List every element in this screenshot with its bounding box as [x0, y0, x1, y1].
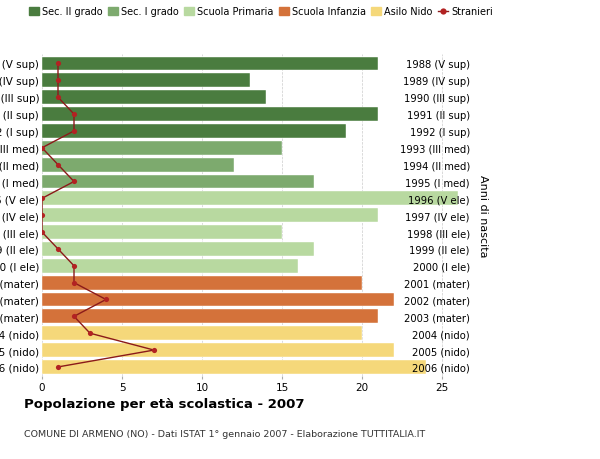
- Point: [69, 280, 79, 287]
- Point: [53, 61, 63, 68]
- Bar: [42, 57, 378, 71]
- Point: [85, 330, 95, 337]
- Y-axis label: Anni di nascita: Anni di nascita: [478, 174, 488, 257]
- Point: [53, 78, 63, 85]
- Bar: [42, 74, 250, 88]
- Bar: [42, 175, 314, 189]
- Bar: [42, 327, 362, 341]
- Point: [69, 128, 79, 135]
- Point: [69, 313, 79, 320]
- Point: [69, 263, 79, 270]
- Bar: [42, 343, 394, 357]
- Bar: [42, 259, 298, 273]
- Point: [37, 145, 47, 152]
- Bar: [42, 276, 362, 290]
- Bar: [42, 141, 282, 155]
- Point: [69, 179, 79, 186]
- Bar: [42, 209, 378, 223]
- Bar: [42, 226, 282, 240]
- Bar: [42, 192, 458, 206]
- Bar: [42, 125, 346, 139]
- Point: [149, 347, 159, 354]
- Bar: [42, 293, 394, 307]
- Legend: Sec. II grado, Sec. I grado, Scuola Primaria, Scuola Infanzia, Asilo Nido, Stran: Sec. II grado, Sec. I grado, Scuola Prim…: [29, 7, 493, 17]
- Point: [53, 364, 63, 371]
- Point: [69, 111, 79, 118]
- Point: [37, 212, 47, 219]
- Bar: [42, 158, 234, 172]
- Bar: [42, 310, 378, 324]
- Text: COMUNE DI ARMENO (NO) - Dati ISTAT 1° gennaio 2007 - Elaborazione TUTTITALIA.IT: COMUNE DI ARMENO (NO) - Dati ISTAT 1° ge…: [24, 429, 425, 438]
- Point: [53, 94, 63, 101]
- Point: [53, 246, 63, 253]
- Point: [101, 296, 111, 303]
- Bar: [42, 91, 266, 105]
- Text: Popolazione per età scolastica - 2007: Popolazione per età scolastica - 2007: [24, 397, 305, 410]
- Bar: [42, 242, 314, 256]
- Point: [53, 162, 63, 169]
- Point: [37, 195, 47, 202]
- Point: [37, 229, 47, 236]
- Bar: [42, 360, 426, 374]
- Bar: [42, 108, 378, 122]
